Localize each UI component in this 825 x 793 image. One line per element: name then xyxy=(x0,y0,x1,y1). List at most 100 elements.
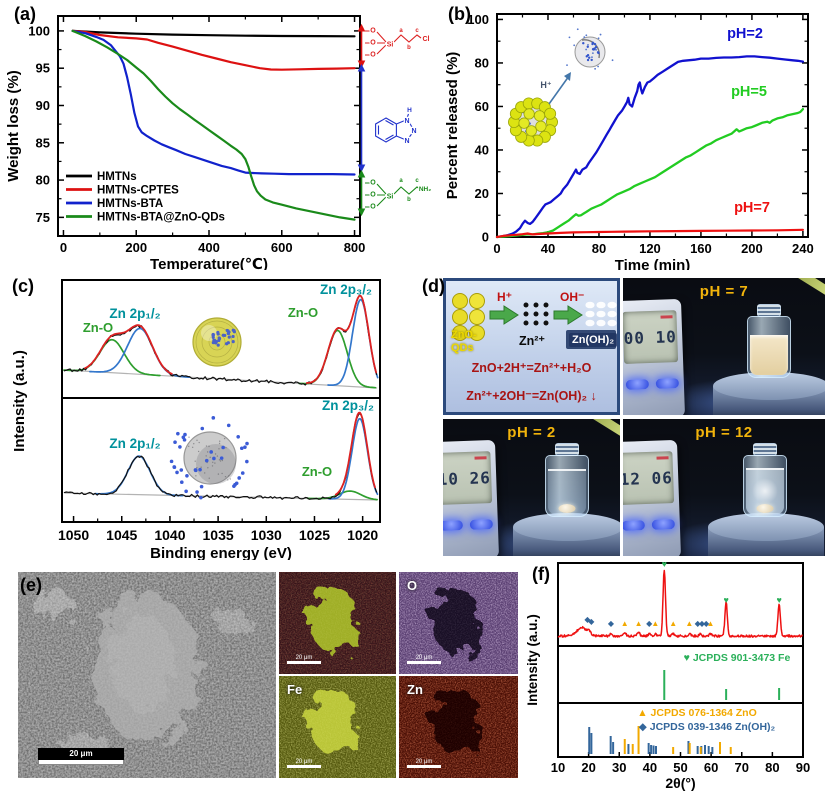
eds-map-oxygen xyxy=(399,572,518,674)
timer-digits: 12 06 xyxy=(623,467,674,489)
equation-1: ZnO+2H⁺=Zn²⁺+H₂O xyxy=(471,361,592,375)
zno-qds-label-line2: QDs xyxy=(451,342,474,354)
eds-map-iron xyxy=(279,676,396,778)
timer-lcd: 10 26 xyxy=(443,451,493,505)
svg-text:1050: 1050 xyxy=(58,527,89,543)
svg-text:40: 40 xyxy=(643,760,657,775)
panel-label-b: (b) xyxy=(448,4,471,24)
svg-text:O: O xyxy=(370,28,376,35)
timer-button xyxy=(625,379,649,390)
svg-text:0: 0 xyxy=(493,241,500,256)
ph2-label: pH = 2 xyxy=(507,424,556,441)
oh-minus-label: OH⁻ xyxy=(560,290,585,304)
svg-text:Si: Si xyxy=(387,194,394,201)
equation-2: Zn²⁺+2OH⁻=Zn(OH)₂ ↓ xyxy=(466,389,597,403)
svg-text:H⁺: H⁺ xyxy=(540,80,551,90)
svg-text:0: 0 xyxy=(482,230,489,245)
panel-a-tga-chart: 0 200 400 600 800 75 80 85 90 95 100 Temperature(℃)… xyxy=(5,15,366,270)
milky-liquid xyxy=(750,335,788,375)
svg-text:a: a xyxy=(399,178,403,184)
svg-text:Time (min): Time (min) xyxy=(615,257,691,270)
svg-text:N: N xyxy=(404,118,409,125)
svg-text:0: 0 xyxy=(60,240,67,255)
timer-button xyxy=(623,520,645,531)
timer-digits: 00 10 xyxy=(623,326,678,348)
svg-text:Weight loss (%): Weight loss (%) xyxy=(5,70,22,181)
blue-range-arrow xyxy=(357,63,366,173)
svg-text:20: 20 xyxy=(475,186,489,201)
svg-text:200: 200 xyxy=(741,241,763,256)
panel-label-d: (d) xyxy=(422,276,445,296)
xps-inset-coated-sphere xyxy=(192,317,242,367)
svg-text:Zn 2p₁/₂: Zn 2p₁/₂ xyxy=(109,436,160,451)
panel-e: 20 μm O Fe Zn 20 μm 20 μm 20 μm 20 μm xyxy=(8,570,520,782)
vial-ph12 xyxy=(743,443,787,521)
svg-text:80: 80 xyxy=(475,55,489,70)
sem-image xyxy=(18,572,276,778)
svg-text:◆: ◆ xyxy=(588,617,595,626)
pedestal xyxy=(708,513,824,556)
svg-text:100: 100 xyxy=(467,12,489,27)
panel-d-photo-ph2: pH = 2 10 26 xyxy=(443,419,620,556)
timer-digits: 10 26 xyxy=(443,467,492,489)
svg-text:O: O xyxy=(370,40,376,47)
panel-c-xps-chart: 1050 1045 1040 1035 1030 1025 1020 Binding ener… xyxy=(11,279,381,560)
eds-map-zinc xyxy=(399,676,518,778)
svg-text:▲: ▲ xyxy=(651,619,659,628)
svg-text:O: O xyxy=(370,180,376,187)
timer-lcd: 00 10 xyxy=(623,310,679,364)
svg-text:Intensity (a.u.): Intensity (a.u.) xyxy=(525,614,540,706)
svg-text:N: N xyxy=(404,138,409,145)
timer-button xyxy=(469,519,493,530)
svg-text:240: 240 xyxy=(792,241,814,256)
svg-text:pH=5: pH=5 xyxy=(731,84,767,100)
svg-text:c: c xyxy=(415,28,419,34)
svg-text:HMTNs-CPTES: HMTNs-CPTES xyxy=(97,185,179,197)
svg-text:pH=2: pH=2 xyxy=(727,26,763,42)
zn2-label: Zn²⁺ xyxy=(519,334,546,348)
svg-text:1045: 1045 xyxy=(106,527,137,543)
timer-button xyxy=(443,520,463,531)
panel-b-release-chart: 0 40 80 120 160 200 240 0 20 40 60 80 100 Time (min) P… xyxy=(444,12,814,270)
svg-text:400: 400 xyxy=(198,240,220,255)
svg-text:Cl: Cl xyxy=(423,36,430,43)
release-mechanism-inset xyxy=(508,28,614,147)
svg-text:Zn-O: Zn-O xyxy=(302,464,332,479)
svg-text:Zn 2p₁/₂: Zn 2p₁/₂ xyxy=(109,306,160,321)
eds-label-o: O xyxy=(407,578,418,593)
svg-text:◆ JCPDS 039-1346 Zn(OH)₂: ◆ JCPDS 039-1346 Zn(OH)₂ xyxy=(639,721,776,733)
svg-text:30: 30 xyxy=(612,760,626,775)
svg-text:▲: ▲ xyxy=(621,619,629,628)
red-range-arrow xyxy=(357,23,366,69)
svg-text:c: c xyxy=(415,178,419,184)
zno-qds-label-line1: ZnO- xyxy=(451,329,477,341)
h-plus-label: H⁺ xyxy=(497,290,512,304)
svg-text:800: 800 xyxy=(344,240,366,255)
eds-label-zn: Zn xyxy=(407,682,423,697)
svg-text:◆: ◆ xyxy=(584,615,591,624)
svg-text:160: 160 xyxy=(690,241,712,256)
svg-text:120: 120 xyxy=(639,241,661,256)
svg-text:40: 40 xyxy=(541,241,555,256)
svg-text:80: 80 xyxy=(765,760,779,775)
sem-eds-art xyxy=(18,572,518,778)
svg-text:Binding energy (eV): Binding energy (eV) xyxy=(150,545,292,560)
svg-text:10: 10 xyxy=(551,760,565,775)
bta-structure-bonds xyxy=(375,113,414,143)
panel-d-photo-ph12: pH = 12 12 06 xyxy=(623,419,825,556)
svg-text:20: 20 xyxy=(581,760,595,775)
digital-timer: 12 06 xyxy=(623,439,682,556)
svg-text:♥: ♥ xyxy=(662,560,667,569)
svg-text:O: O xyxy=(370,52,376,59)
pedestal xyxy=(513,513,620,556)
svg-text:40: 40 xyxy=(475,142,489,157)
eds-scale-bar: 20 μm xyxy=(287,655,321,664)
vial-ph2 xyxy=(545,443,589,521)
timer-button xyxy=(655,378,679,389)
timer-lcd: 12 06 xyxy=(623,451,675,505)
svg-text:♥ JCPDS 901-3473 Fe: ♥ JCPDS 901-3473 Fe xyxy=(684,652,791,664)
znoh2-precipitate-icon xyxy=(585,301,617,327)
panel-label-a: (a) xyxy=(14,4,36,24)
panel-label-f: (f) xyxy=(532,564,550,584)
